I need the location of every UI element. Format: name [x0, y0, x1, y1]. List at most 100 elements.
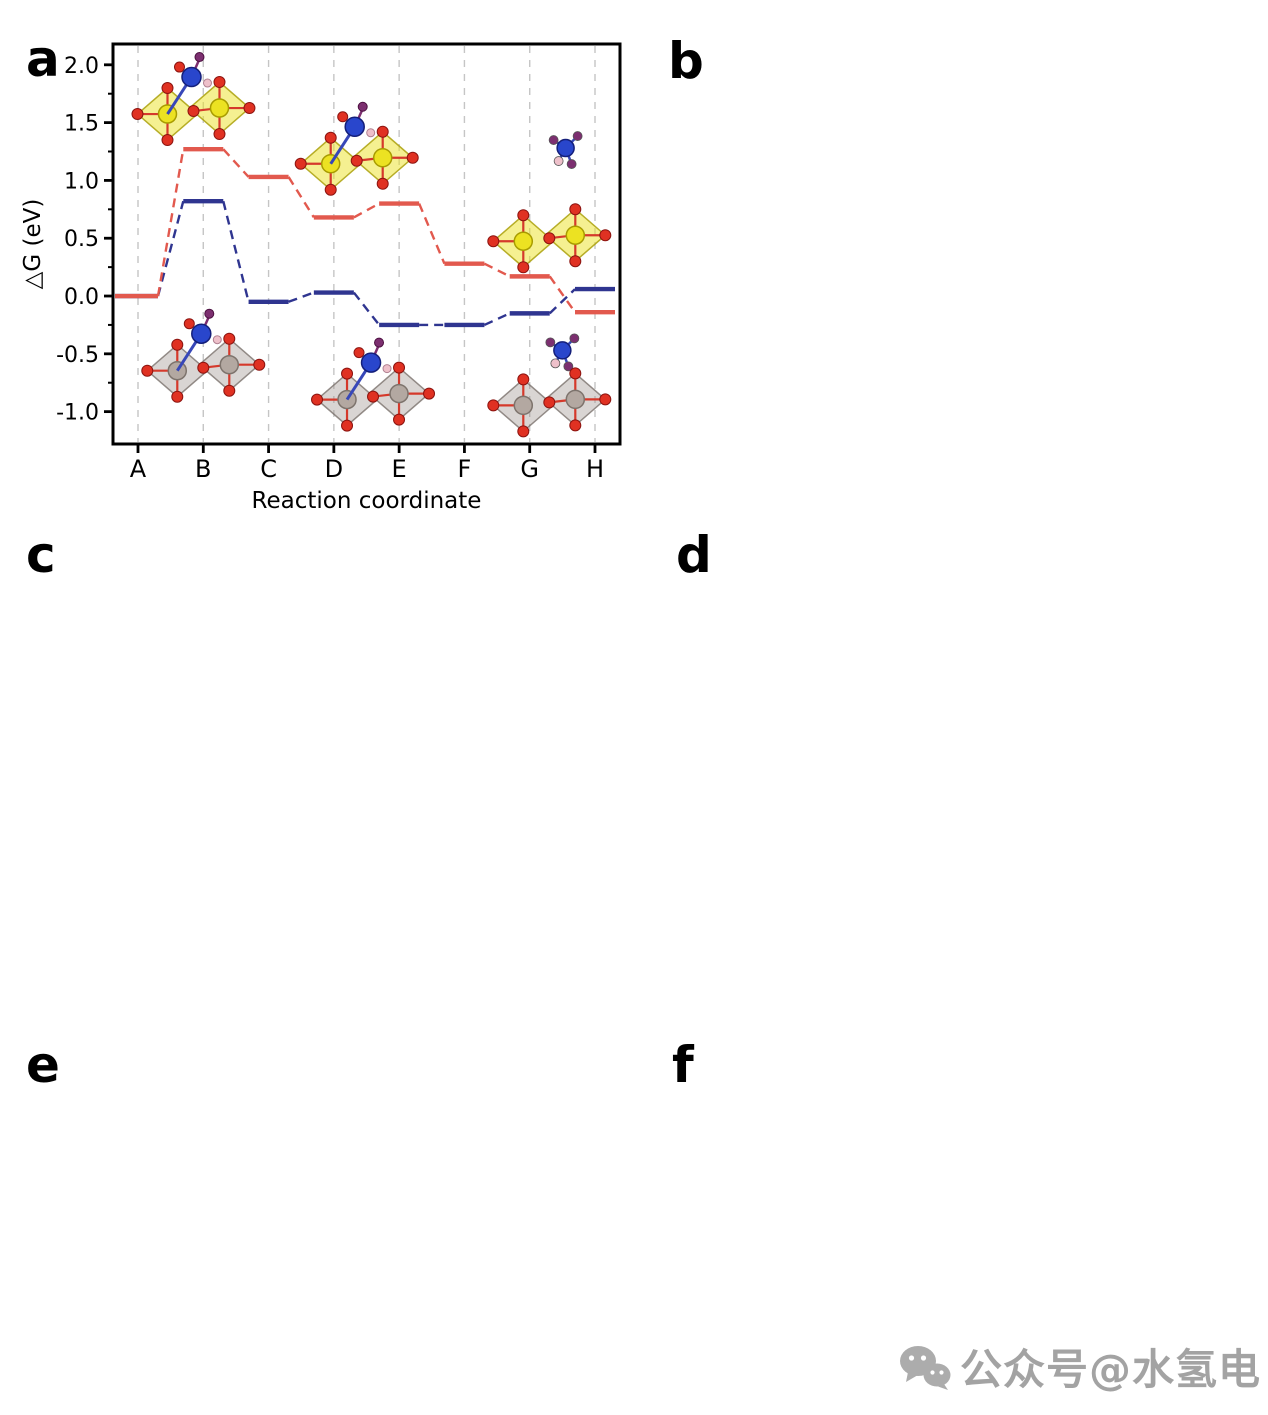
circle: [565, 225, 586, 245]
molecule-inset-small: [545, 333, 580, 372]
circle: [367, 390, 380, 403]
circle: [553, 156, 564, 166]
line: [353, 202, 380, 219]
y-tick-label: 1.0: [64, 169, 99, 194]
line: [548, 275, 576, 313]
molecule-inset-octahedra: [294, 101, 419, 196]
circle: [212, 335, 222, 345]
circle: [131, 108, 144, 121]
circle: [191, 323, 212, 344]
molecule-inset-octahedra: [487, 203, 612, 274]
series-IrO2: [115, 147, 615, 315]
x-tick-label: B: [195, 455, 211, 483]
circle: [360, 352, 382, 373]
panel-f-ts-ruo2-scene: [648, 1035, 1268, 1415]
circle: [171, 390, 184, 403]
circle: [517, 373, 530, 386]
panel-letter-a: a: [26, 30, 60, 88]
panel-letter-e: e: [26, 1036, 60, 1094]
panel-b-bader-charge-chart: [650, 30, 1268, 525]
circle: [311, 393, 324, 406]
x-tick-label: E: [392, 455, 407, 483]
circle: [376, 177, 389, 190]
circle: [219, 354, 240, 375]
circle: [376, 125, 389, 138]
line: [483, 262, 511, 278]
line: [156, 148, 185, 297]
y-tick-label: -0.5: [56, 343, 99, 368]
circle: [357, 101, 368, 112]
circle: [173, 61, 185, 73]
circle: [517, 209, 530, 222]
circle: [213, 128, 226, 141]
circle: [161, 82, 174, 95]
circle: [324, 131, 337, 144]
y-tick-label: 2.0: [64, 54, 99, 79]
circle: [324, 183, 337, 196]
circle: [372, 148, 393, 168]
x-tick-label: A: [130, 455, 147, 483]
circle: [563, 361, 574, 372]
circle: [569, 419, 582, 432]
circle: [543, 232, 556, 245]
circle: [366, 128, 376, 138]
panel-a-free-energy-chart: 2.0 1.5 1.0 0.5 0.0 -0.5 -1.0 A B C D E F G H Reaction …: [20, 42, 622, 514]
y-tick-label: -1.0: [56, 401, 99, 426]
circle: [202, 78, 212, 88]
panel-letter-c: c: [26, 526, 56, 584]
line: [222, 148, 250, 178]
chart-a: 2.0 1.5 1.0 0.5 0.0 -0.5 -1.0 A B C D E F G H Reaction …: [20, 42, 622, 514]
line: [156, 200, 185, 297]
circle: [243, 102, 256, 115]
circle: [344, 116, 365, 138]
circle: [393, 413, 406, 426]
circle: [565, 389, 586, 410]
circle: [253, 358, 266, 371]
y-tick-label: 0.0: [64, 285, 99, 310]
circle: [181, 66, 202, 88]
panel-c-energy-electron-transfer-chart: [15, 525, 715, 1025]
circle: [569, 333, 580, 344]
line: [418, 203, 446, 265]
circle: [183, 318, 195, 330]
circle: [337, 111, 349, 123]
circle: [487, 235, 500, 248]
circle: [556, 138, 575, 158]
panel-e-ts-iro2-scene: [15, 1035, 645, 1415]
circle: [294, 157, 307, 170]
x-tick-label: F: [458, 455, 472, 483]
circle: [213, 76, 226, 89]
panel-letter-b: b: [668, 32, 704, 90]
x-tick-label: D: [325, 455, 343, 483]
circle: [171, 338, 184, 351]
circle: [209, 98, 230, 118]
circle: [599, 393, 612, 406]
circle: [406, 151, 419, 164]
y-tick-label: 0.5: [64, 227, 99, 252]
circle: [572, 131, 583, 141]
panel-d-bader-charge-chart: [645, 525, 1268, 1022]
circle: [550, 358, 561, 369]
x-tick-label: H: [586, 455, 604, 483]
circle: [548, 135, 559, 145]
circle: [187, 105, 200, 118]
line: [352, 291, 381, 326]
circle: [569, 203, 582, 216]
circle: [194, 52, 205, 63]
molecule-inset-octahedra: [487, 367, 612, 438]
circle: [569, 367, 582, 380]
x-axis-title: Reaction coordinate: [252, 488, 482, 514]
y-axis-title: △G (eV): [20, 199, 46, 290]
circle: [223, 332, 236, 345]
circle: [374, 337, 385, 348]
x-tick-label: C: [260, 455, 277, 483]
circle: [553, 341, 572, 360]
line: [288, 291, 315, 303]
circle: [341, 367, 354, 380]
line: [483, 312, 511, 327]
circle: [141, 364, 154, 377]
circle: [223, 384, 236, 397]
circle: [161, 134, 174, 147]
circle: [566, 159, 577, 169]
